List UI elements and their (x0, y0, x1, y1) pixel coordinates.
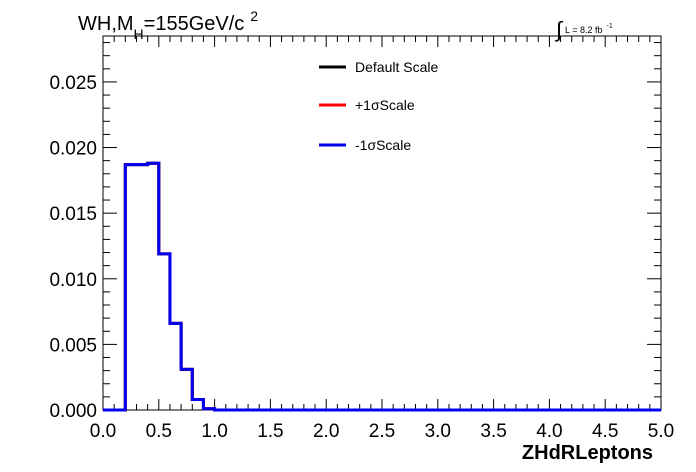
title-base: WH,M (78, 13, 134, 35)
legend-label: +1σScale (355, 97, 415, 113)
y-tick-label: 0.020 (49, 139, 97, 160)
series-line-1 (103, 161, 661, 412)
x-tick-label: 3.5 (480, 421, 506, 442)
luminosity-label: ∫ L = 8.2 fb -1 (554, 17, 613, 42)
x-tick-label: 1.5 (257, 421, 283, 442)
legend: Default Scale +1σScale -1σScale (319, 59, 438, 153)
y-tick-label: 0.000 (49, 401, 97, 422)
y-tick-label: 0.005 (49, 335, 97, 356)
x-tick-label: 0.0 (90, 421, 116, 442)
x-tick-label: 1.0 (201, 421, 227, 442)
series-layer (103, 161, 661, 412)
plot-frame (102, 35, 662, 411)
series-line-2 (103, 161, 661, 412)
x-tick-label: 5.0 (648, 421, 674, 442)
x-tick-label: 2.5 (369, 421, 395, 442)
x-axis-label: ZHdRLeptons (522, 442, 653, 464)
luminosity-superscript: -1 (606, 23, 612, 30)
legend-label: -1σScale (355, 137, 411, 153)
x-tick-label: 4.0 (536, 421, 562, 442)
series-line-0 (103, 161, 661, 412)
x-axis: 0.0 0.5 1.0 1.5 2.0 2.5 3.0 3.5 4.0 4.5 5.0 (90, 36, 674, 442)
title-mid: =155GeV/c (144, 13, 245, 35)
y-tick-label: 0.010 (49, 270, 97, 291)
x-tick-label: 2.0 (313, 421, 339, 442)
x-tick-label: 4.5 (592, 421, 618, 442)
legend-label: Default Scale (355, 59, 438, 75)
x-tick-label: 3.0 (425, 421, 451, 442)
title-subscript: H (134, 26, 144, 42)
integral-symbol: ∫ (554, 17, 564, 42)
x-tick-label: 0.5 (146, 421, 172, 442)
title-superscript: 2 (250, 8, 258, 24)
y-tick-label: 0.015 (49, 204, 97, 225)
y-tick-label: 0.025 (49, 73, 97, 94)
luminosity-text: L = 8.2 fb (565, 25, 602, 35)
chart-title: WH,MH=155GeV/c 2 (78, 8, 258, 42)
y-axis: 0.000 0.005 0.010 0.015 0.020 0.025 (49, 42, 661, 422)
